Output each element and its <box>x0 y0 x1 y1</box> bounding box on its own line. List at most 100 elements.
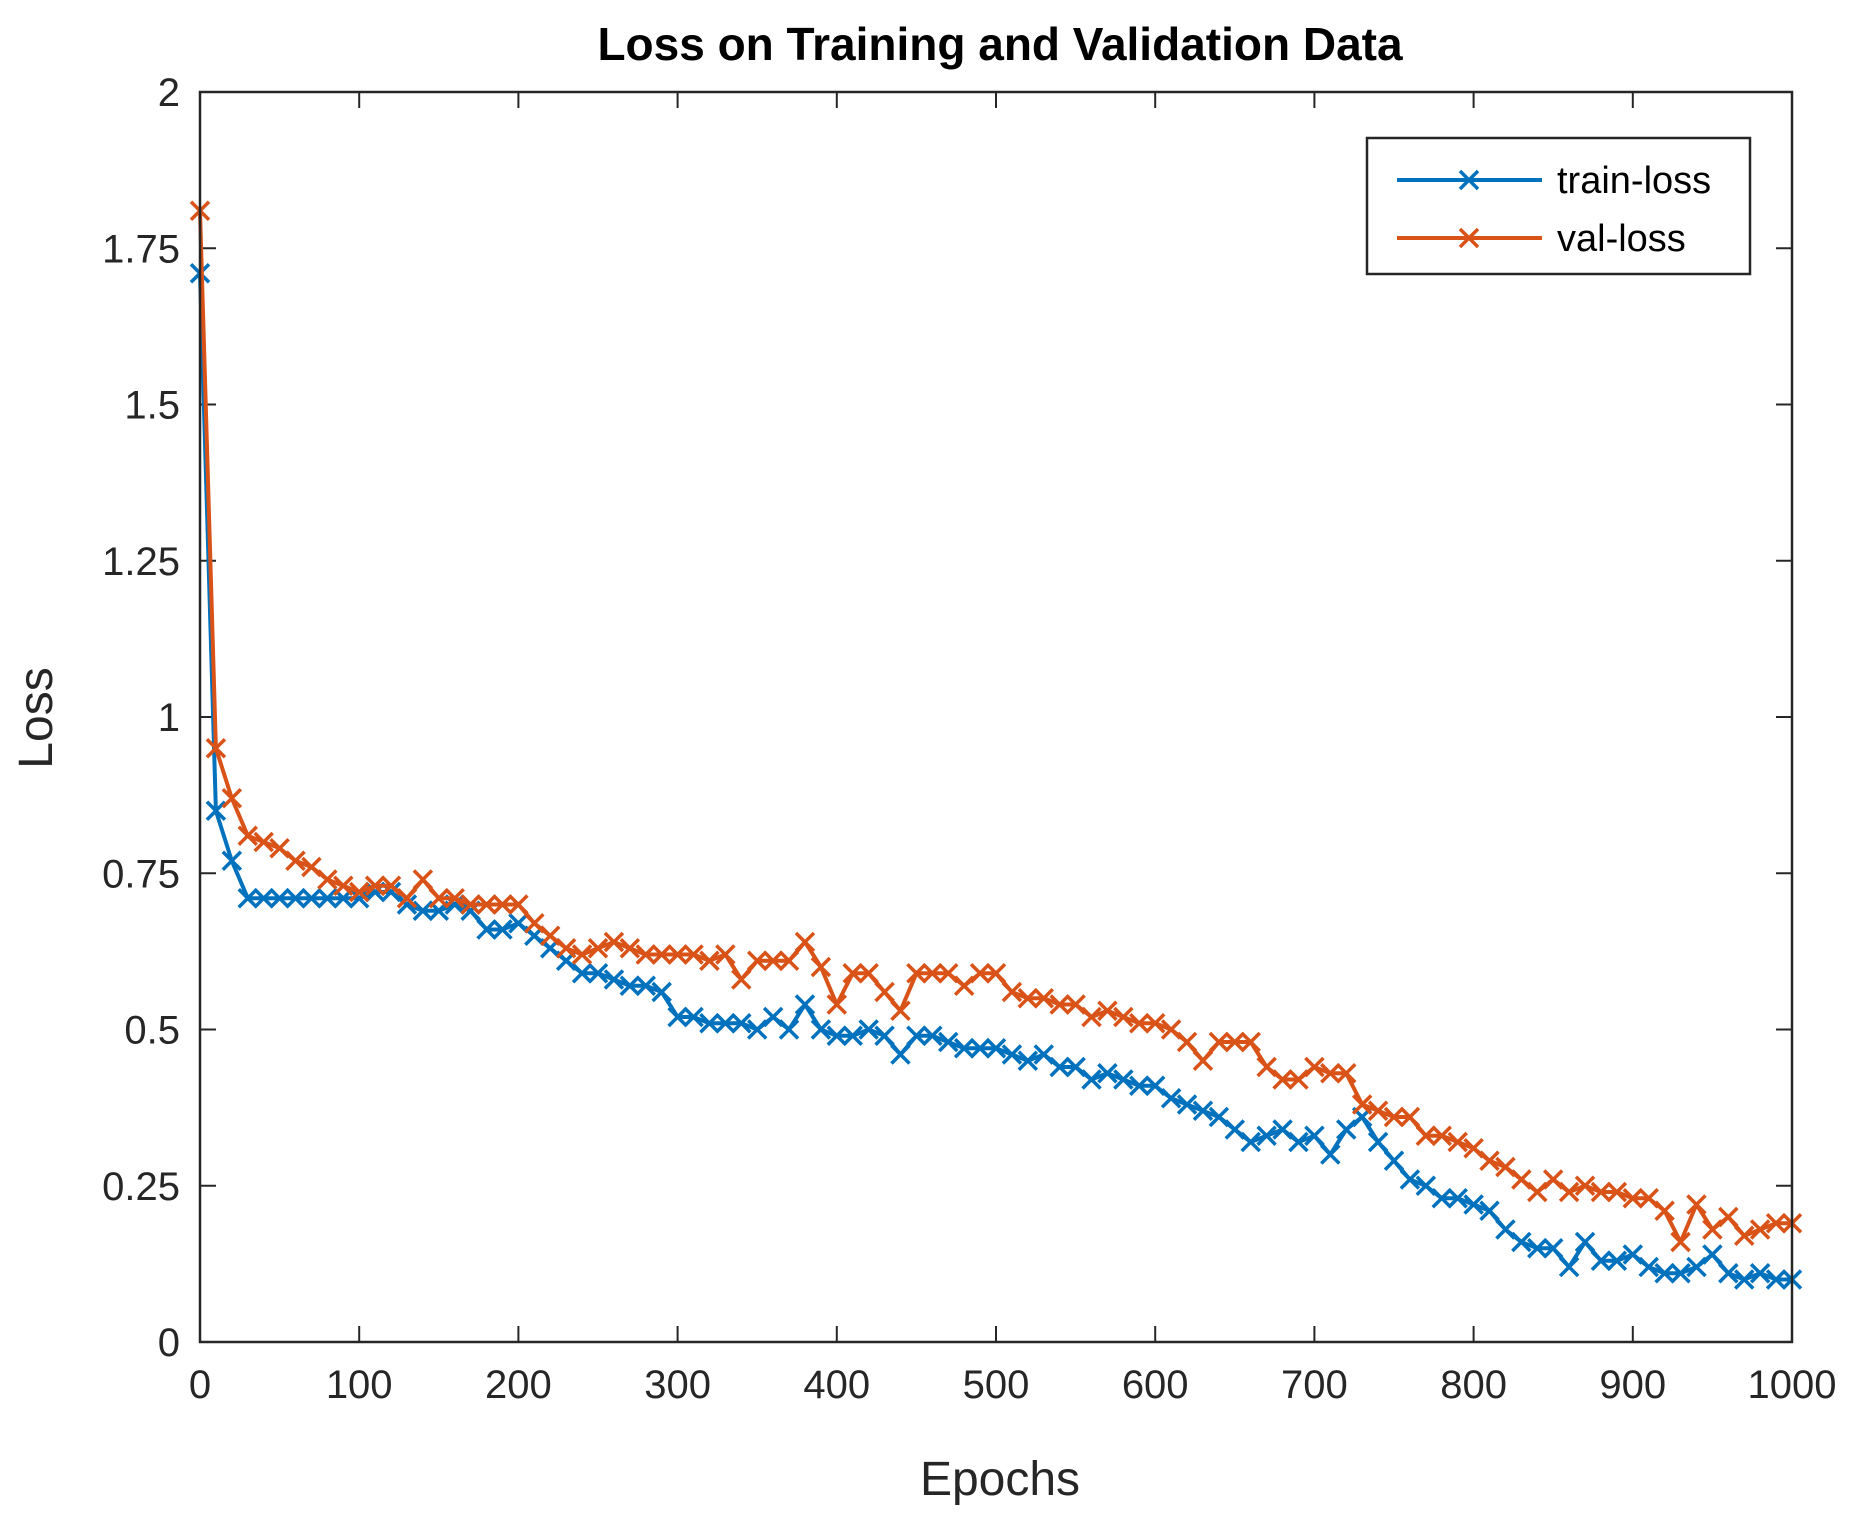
data-point-train-loss <box>396 894 418 915</box>
data-point-train-loss <box>1542 1238 1564 1259</box>
data-point-val-loss <box>1049 994 1070 1015</box>
data-point-val-loss <box>1129 1013 1150 1034</box>
data-point-val-loss <box>524 913 545 934</box>
y-tick-label: 1 <box>158 696 180 740</box>
data-point-train-loss <box>285 888 306 909</box>
data-point-val-loss <box>1240 1031 1261 1053</box>
data-point-train-loss <box>762 1006 784 1028</box>
x-tick-label: 1000 <box>1748 1363 1837 1407</box>
data-point-val-loss <box>715 944 736 965</box>
data-point-val-loss <box>1399 1106 1421 1128</box>
data-point-val-loss <box>1001 981 1023 1003</box>
data-point-val-loss <box>938 963 959 984</box>
data-point-train-loss <box>953 1038 975 1059</box>
data-point-val-loss <box>1702 1219 1723 1240</box>
data-point-train-loss <box>826 1025 848 1046</box>
data-point-train-loss <box>842 1025 863 1046</box>
data-point-train-loss <box>1638 1256 1659 1278</box>
data-point-train-loss <box>1144 1075 1166 1096</box>
data-point-val-loss <box>492 894 513 915</box>
data-point-val-loss <box>1654 1200 1675 1221</box>
x-tick-label: 500 <box>963 1363 1030 1407</box>
legend-item: val-loss <box>1397 218 1686 260</box>
data-point-train-loss <box>683 1006 704 1028</box>
data-point-val-loss <box>1479 1150 1500 1171</box>
data-point-val-loss <box>253 831 274 853</box>
data-point-train-loss <box>1399 1169 1421 1190</box>
data-point-val-loss <box>619 938 641 959</box>
y-tick-label: 0.25 <box>102 1165 180 1209</box>
y-tick-label: 0.5 <box>124 1009 180 1053</box>
x-tick-label: 800 <box>1440 1363 1507 1407</box>
data-point-val-loss <box>762 950 784 971</box>
data-point-val-loss <box>953 975 975 996</box>
data-point-val-loss <box>285 850 306 871</box>
data-point-train-loss <box>205 800 227 821</box>
data-point-train-loss <box>922 1025 943 1046</box>
data-point-train-loss <box>1447 1188 1468 1209</box>
data-point-train-loss <box>1431 1188 1452 1209</box>
data-point-val-loss <box>746 950 768 971</box>
data-point-val-loss <box>221 788 243 809</box>
data-point-val-loss <box>555 938 577 959</box>
data-point-train-loss <box>1574 1231 1596 1253</box>
x-tick-label: 900 <box>1599 1363 1666 1407</box>
data-point-train-loss <box>253 888 274 909</box>
data-point-val-loss <box>348 881 370 903</box>
data-point-val-loss <box>205 738 227 759</box>
data-point-val-loss <box>1638 1188 1659 1209</box>
x-tick-label: 0 <box>189 1363 211 1407</box>
data-point-train-loss <box>1495 1219 1516 1240</box>
data-point-train-loss <box>810 1019 832 1040</box>
data-point-train-loss <box>1670 1263 1691 1284</box>
data-point-train-loss <box>603 969 625 990</box>
data-point-val-loss <box>364 875 386 896</box>
x-tick-labels: 0 100 200 300 400 500 600 700 800 900 1000 <box>189 1363 1837 1407</box>
data-point-val-loss <box>922 963 943 984</box>
data-point-train-loss <box>1558 1256 1580 1278</box>
data-point-val-loss <box>476 894 497 915</box>
data-point-val-loss <box>444 888 465 909</box>
data-point-train-loss <box>1160 1088 1182 1109</box>
data-point-train-loss <box>890 1044 911 1065</box>
data-point-val-loss <box>874 981 895 1003</box>
data-point-train-loss <box>1288 1131 1309 1153</box>
data-point-train-loss <box>1686 1256 1707 1278</box>
data-point-train-loss <box>1224 1119 1246 1140</box>
data-point-train-loss <box>985 1038 1007 1059</box>
data-point-val-loss <box>651 944 672 965</box>
data-point-val-loss <box>1208 1031 1230 1053</box>
data-point-train-loss <box>1367 1131 1389 1153</box>
data-point-val-loss <box>1336 1063 1357 1084</box>
data-point-val-loss <box>985 963 1007 984</box>
data-point-val-loss <box>1670 1231 1691 1253</box>
y-tick-label: 0.75 <box>102 852 180 896</box>
data-point-train-loss <box>746 1019 768 1040</box>
data-point-val-loss <box>667 944 688 965</box>
data-point-train-loss <box>858 1019 879 1040</box>
data-point-train-loss <box>1081 1069 1102 1090</box>
data-point-train-loss <box>1240 1131 1261 1153</box>
data-point-val-loss <box>858 963 879 984</box>
data-point-val-loss <box>1272 1069 1293 1090</box>
legend-label: val-loss <box>1557 218 1686 260</box>
legend-item: train-loss <box>1397 160 1711 202</box>
data-point-val-loss <box>1622 1188 1644 1209</box>
data-point-train-loss <box>651 981 672 1003</box>
data-point-train-loss <box>1383 1150 1405 1171</box>
data-point-val-loss <box>1495 1156 1516 1178</box>
data-point-val-loss <box>396 888 418 909</box>
data-point-val-loss <box>428 888 450 909</box>
legend-label: train-loss <box>1557 160 1711 202</box>
data-point-train-loss <box>412 900 434 921</box>
data-point-train-loss <box>874 1025 895 1046</box>
plot-area <box>200 92 1792 1342</box>
data-point-val-loss <box>1527 1181 1548 1203</box>
data-point-val-loss <box>1765 1213 1787 1234</box>
data-point-val-loss <box>333 875 354 896</box>
legend: train-loss val-loss <box>1365 136 1752 276</box>
data-point-train-loss <box>221 850 243 871</box>
data-point-val-loss <box>1447 1131 1468 1153</box>
data-point-val-loss <box>603 931 625 953</box>
